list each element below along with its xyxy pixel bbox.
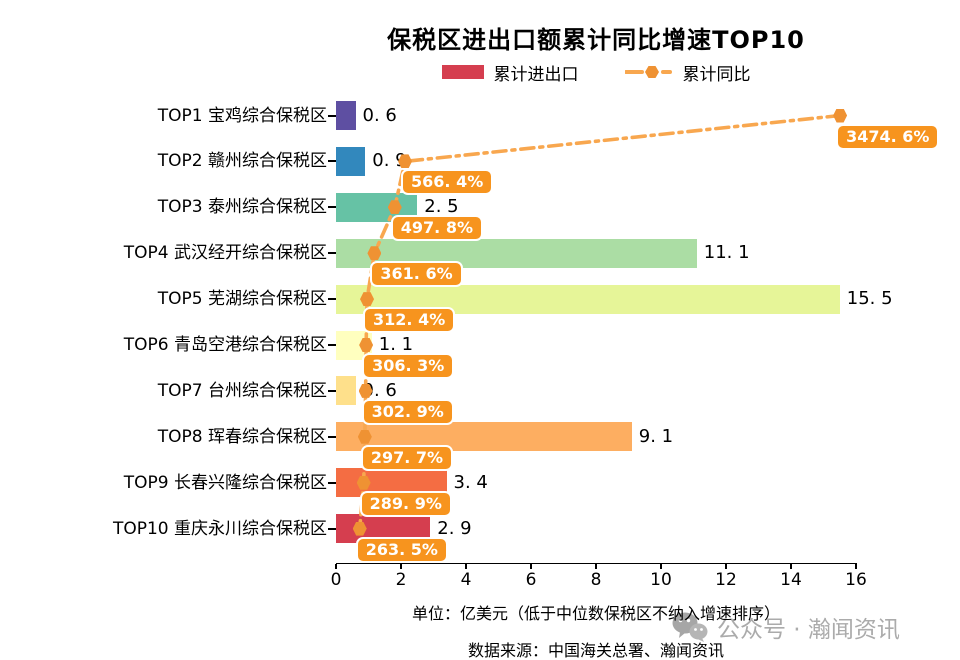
x-tick [660, 564, 662, 569]
y-tick [328, 527, 336, 530]
category-label: TOP4 武汉经开综合保税区 [123, 243, 327, 264]
x-tick-label: 0 [330, 569, 342, 590]
bar-value-label: 0. 6 [362, 104, 397, 126]
growth-rate-label: 312. 4% [363, 307, 456, 334]
growth-rate-label: 497. 8% [390, 215, 483, 242]
x-tick-label: 2 [395, 569, 407, 590]
growth-rate-label: 306. 3% [362, 353, 455, 379]
y-tick [328, 298, 336, 301]
category-label: TOP10 重庆永川综合保税区 [112, 518, 327, 539]
bar-value-label: 3. 4 [453, 471, 488, 493]
category-label: TOP8 珲春综合保税区 [157, 426, 327, 447]
category-label: TOP7 台州综合保税区 [157, 380, 327, 401]
category-label: TOP9 长春兴隆综合保税区 [123, 472, 327, 493]
bar-value-label: 9. 1 [638, 425, 674, 447]
category-label: TOP6 青岛空港综合保税区 [123, 335, 327, 355]
legend-label-bar: 累计进出口 [493, 64, 579, 85]
bar [336, 101, 356, 130]
growth-rate-label: 297. 7% [360, 444, 454, 471]
wechat-icon [672, 612, 708, 642]
y-tick [328, 481, 336, 484]
x-tick [400, 564, 402, 569]
x-tick [790, 564, 792, 569]
category-label: TOP1 宝鸡综合保税区 [157, 105, 327, 126]
line-dot-marker-icon [624, 66, 672, 78]
legend-label-line: 累计同比 [682, 64, 751, 85]
growth-rate-label: 289. 9% [359, 490, 452, 517]
y-tick [328, 206, 336, 209]
data-source: 数据来源：中国海关总署、瀚闻资讯 [467, 641, 724, 660]
bar [336, 146, 366, 176]
x-tick [725, 564, 727, 569]
x-tick-label: 10 [650, 569, 672, 590]
category-label: TOP3 泰州综合保税区 [157, 197, 327, 218]
x-tick [335, 564, 337, 569]
category-label: TOP5 芜湖综合保税区 [157, 289, 327, 310]
x-tick-label: 4 [460, 569, 472, 590]
growth-rate-label: 302. 9% [361, 398, 454, 425]
x-tick-label: 6 [525, 569, 537, 590]
watermark-text: 公众号 · 瀚闻资讯 [717, 617, 900, 643]
growth-rate-label: 361. 6% [370, 261, 463, 288]
x-tick-label: 16 [845, 569, 867, 590]
bar-value-label: 11. 1 [703, 242, 750, 264]
x-tick-label: 14 [780, 569, 802, 590]
y-tick [328, 160, 336, 163]
x-tick [530, 564, 532, 569]
category-label: TOP2 赣州综合保税区 [157, 151, 327, 172]
x-tick-label: 8 [590, 569, 602, 590]
line-point-marker [833, 108, 848, 123]
legend: 累计进出口 累计同比 [236, 60, 956, 85]
legend-item-line-series: 累计同比 [624, 60, 751, 85]
x-axis-line [336, 562, 857, 564]
y-tick [328, 344, 336, 346]
watermark: 公众号 · 瀚闻资讯 [672, 610, 900, 644]
x-tick [855, 564, 857, 569]
bar-value-label: 15. 5 [846, 288, 893, 310]
x-tick [595, 564, 597, 569]
unit-note: 单位：亿美元（低于中位数保税区不纳入增速排序） [411, 604, 780, 623]
growth-rate-label: 566. 4% [401, 169, 494, 196]
chart-title: 保税区进出口额累计同比增速TOP10 [387, 26, 805, 54]
y-tick [328, 389, 336, 392]
x-tick [465, 564, 467, 569]
y-tick [328, 435, 336, 438]
y-tick [328, 252, 336, 255]
x-tick-label: 12 [715, 569, 737, 590]
growth-rate-label: 263. 5% [355, 536, 448, 563]
growth-rate-label: 3474. 6% [836, 123, 940, 150]
bar-series-swatch-icon [441, 65, 484, 79]
bar [336, 376, 356, 406]
legend-item-bar-series: 累计进出口 [441, 60, 579, 85]
y-tick [328, 114, 336, 117]
